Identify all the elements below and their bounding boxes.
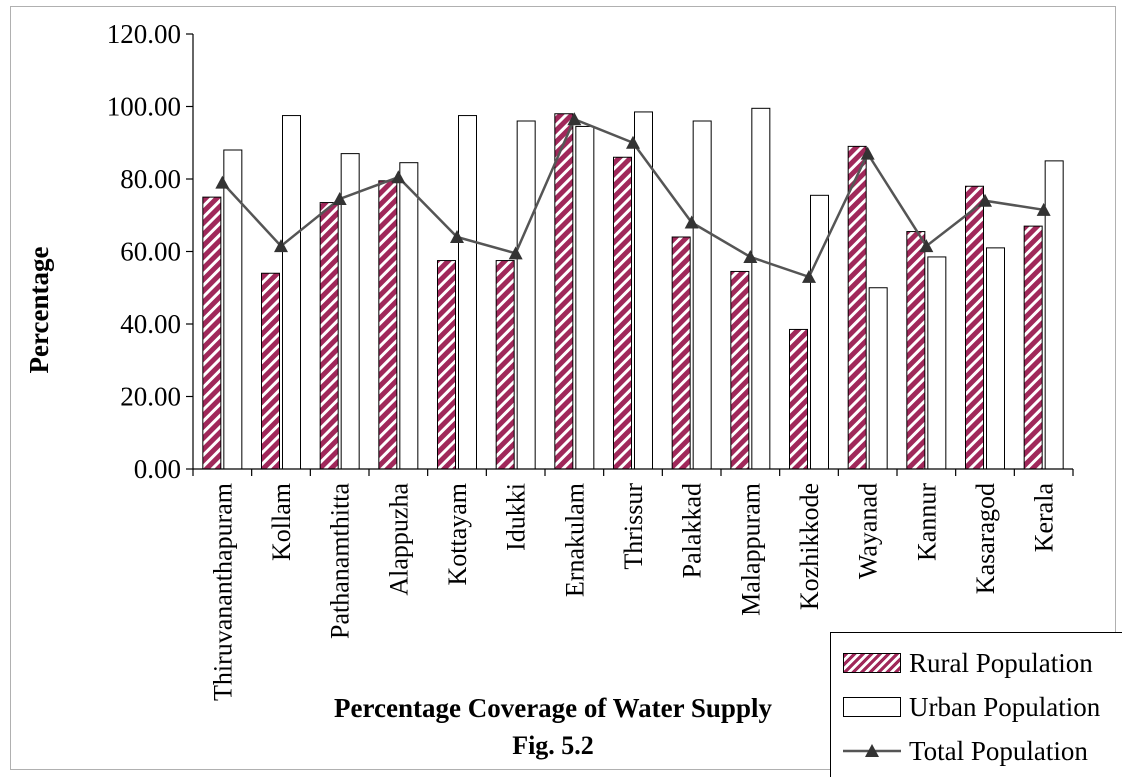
bar-rural	[671, 236, 691, 470]
urban-swatch-icon	[843, 697, 901, 717]
bar-rural	[378, 180, 398, 470]
bar-urban	[282, 115, 301, 470]
bar-urban	[986, 247, 1005, 470]
total-population-point	[626, 135, 640, 149]
bar-rural	[437, 260, 456, 470]
bar-urban	[223, 149, 243, 470]
y-tick-label: 0.00	[134, 454, 181, 484]
legend-label-total: Total Population	[909, 735, 1088, 766]
legend-label-urban: Urban Population	[909, 691, 1101, 722]
legend-label-rural: Rural Population	[909, 647, 1093, 678]
x-tick-label: Kerala	[1030, 483, 1059, 553]
total-population-line	[215, 112, 1051, 283]
y-axis-title: Percentage	[24, 247, 54, 374]
line-triangle-icon	[843, 744, 901, 757]
bars	[202, 107, 1064, 470]
y-tick-label: 20.00	[120, 382, 181, 412]
bar-rural	[906, 231, 926, 470]
bar-rural	[730, 270, 750, 470]
legend-item-rural: Rural Population	[843, 641, 1093, 685]
bar-rural	[847, 145, 867, 470]
x-tick-label: Pathanamthitta	[326, 483, 355, 639]
y-tick-label: 40.00	[120, 309, 181, 339]
y-tick-label: 100.00	[107, 92, 181, 122]
total-population-point	[1036, 202, 1051, 216]
x-tick-label: Kottayam	[443, 483, 472, 586]
bar-urban	[575, 125, 595, 470]
bar-urban	[692, 120, 712, 470]
y-axis-ticks: 0.00 20.00 40.00 60.00 80.00 100.00 120.00	[107, 19, 193, 484]
bar-urban	[399, 162, 419, 470]
total-population-point	[978, 193, 992, 207]
x-tick-label: Kozhikkode	[795, 483, 824, 610]
total-population-point	[860, 146, 875, 160]
x-tick-label: Thiruvananthapuram	[208, 483, 237, 701]
y-tick-label: 120.00	[107, 19, 181, 49]
bar-urban	[868, 287, 888, 470]
total-population-point	[919, 239, 934, 253]
x-tick-label: Palakkad	[678, 483, 707, 578]
bar-rural	[613, 156, 632, 470]
x-tick-label: Alappuzha	[384, 483, 413, 596]
bar-urban	[927, 256, 947, 470]
bar-urban	[458, 115, 477, 470]
x-tick-label: Malappuram	[736, 483, 765, 616]
x-tick-label: Wayanad	[854, 483, 883, 579]
y-tick-label: 80.00	[120, 164, 181, 194]
y-tick-label: 60.00	[120, 237, 181, 267]
x-tick-label: Idukki	[502, 483, 531, 551]
bar-urban	[810, 194, 829, 470]
legend-item-total: Total Population	[843, 729, 1088, 773]
x-axis-labels: Thiruvananthapuram Kollam Pathanamthitta Al…	[208, 483, 1058, 701]
bar-rural	[202, 196, 222, 470]
x-tick-label: Kannur	[912, 483, 941, 561]
bar-urban	[516, 120, 536, 470]
bar-rural	[965, 185, 984, 470]
bar-rural	[789, 328, 808, 470]
total-population-point	[450, 230, 464, 243]
total-population-point	[508, 246, 523, 260]
axes	[192, 34, 1074, 476]
legend: Rural Population Urban Population Total …	[830, 632, 1122, 777]
total-population-point	[567, 112, 582, 126]
bar-rural	[554, 113, 574, 470]
total-population-point	[684, 215, 699, 229]
x-tick-label: Kollam	[267, 483, 296, 561]
x-tick-label: Ernakulam	[560, 483, 589, 597]
rural-swatch-icon	[843, 653, 901, 673]
total-population-point	[802, 269, 816, 283]
bar-rural	[1023, 225, 1043, 470]
figure-caption: Fig. 5.2	[512, 731, 594, 760]
x-axis-title: Percentage Coverage of Water Supply	[334, 693, 772, 723]
legend-item-urban: Urban Population	[843, 685, 1100, 729]
total-population-point	[332, 191, 347, 205]
bar-rural	[495, 260, 515, 470]
bar-urban	[1044, 160, 1064, 470]
total-population-point	[743, 249, 758, 263]
bar-rural	[261, 272, 280, 470]
total-population-point	[274, 239, 288, 253]
x-tick-label: Thrissur	[619, 483, 648, 570]
bar-urban	[751, 107, 771, 470]
total-population-point	[391, 170, 406, 184]
bar-rural	[319, 202, 339, 470]
x-tick-label: Kasaragod	[971, 483, 1000, 594]
total-population-point	[215, 175, 230, 189]
